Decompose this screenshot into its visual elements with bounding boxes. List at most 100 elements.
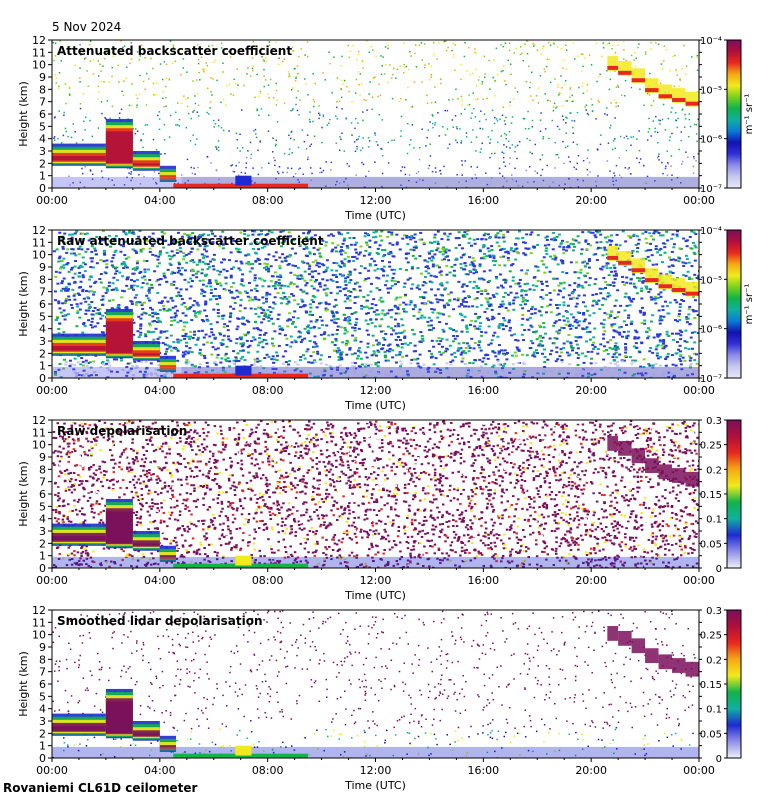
colorbar-tick-label: 10⁻⁵: [700, 85, 722, 96]
y-tick-label: 12: [32, 224, 46, 237]
y-tick-label: 8: [39, 653, 46, 666]
colorbar-tick-label: 0.15: [700, 490, 722, 501]
y-tick-label: 5: [39, 310, 46, 323]
y-axis-label: Height (km): [17, 271, 30, 337]
cloud-core-evening: [658, 94, 673, 99]
colorbar-tick-label: 0.05: [700, 539, 722, 550]
x-tick-label: 04:00: [144, 764, 176, 777]
low-cloud-blob: [235, 745, 252, 756]
cloud-layer-morning: [52, 726, 106, 731]
cloud-layer-evening: [607, 56, 619, 71]
y-tick-label: 2: [39, 157, 46, 170]
colorbar-tick-label: 0.25: [700, 441, 722, 452]
x-tick-label: 04:00: [144, 194, 176, 207]
heatmap-field: [52, 230, 699, 378]
y-tick-label: 9: [39, 641, 46, 654]
y-tick-label: 9: [39, 71, 46, 84]
cloud-layer-morning: [132, 353, 160, 356]
cloud-layer-evening: [672, 468, 686, 483]
y-tick-label: 4: [39, 703, 46, 716]
cloud-layer-evening: [618, 630, 632, 646]
boundary-layer: [52, 556, 699, 568]
x-tick-label: 00:00: [36, 574, 68, 587]
y-tick-label: 4: [39, 513, 46, 526]
chart-title: Raw attenuated backscatter coefficient: [57, 234, 324, 248]
colorbar-scale: [726, 609, 742, 759]
chart-title: Attenuated backscatter coefficient: [57, 44, 292, 58]
y-tick-label: 8: [39, 463, 46, 476]
boundary-layer: [52, 366, 699, 378]
cloud-layer-morning: [132, 543, 160, 546]
colorbar-tick-label: 0.1: [706, 705, 722, 716]
boundary-layer: [52, 176, 699, 188]
cloud-layer-morning: [159, 175, 177, 178]
x-tick-label: 00:00: [36, 384, 68, 397]
colorbar-tick-label: 0.25: [700, 631, 722, 642]
colorbar-tick-label: 0: [716, 754, 722, 765]
y-tick-label: 4: [39, 323, 46, 336]
y-tick-label: 6: [39, 108, 46, 121]
cloud-layer-evening: [631, 638, 646, 654]
x-tick-label: 04:00: [144, 384, 176, 397]
cloud-layer-morning: [105, 701, 133, 733]
cloud-layer-morning: [132, 733, 160, 736]
cloud-core-evening: [618, 260, 632, 265]
y-tick-label: 0: [39, 752, 46, 765]
colorbar-scale: [726, 229, 742, 379]
y-tick-label: 2: [39, 537, 46, 550]
date-label: 5 Nov 2024: [52, 20, 122, 34]
cloud-core-evening: [645, 88, 659, 93]
x-tick-label: 00:00: [36, 764, 68, 777]
colorbar-tick-label: 0.05: [700, 729, 722, 740]
y-tick-label: 1: [39, 550, 46, 563]
y-tick-label: 7: [39, 666, 46, 679]
x-tick-label: 00:00: [683, 764, 715, 777]
y-tick-label: 0: [39, 562, 46, 575]
cloud-layer-morning: [159, 555, 177, 558]
y-tick-label: 9: [39, 451, 46, 464]
x-tick-label: 00:00: [36, 194, 68, 207]
x-tick-label: 20:00: [575, 574, 607, 587]
colorbar-units: m⁻¹ sr⁻¹: [744, 284, 755, 325]
cloud-layer-morning: [159, 748, 177, 750]
x-tick-label: 12:00: [360, 384, 392, 397]
x-axis-label: Time (UTC): [344, 589, 406, 602]
x-axis-label: Time (UTC): [344, 779, 406, 792]
cloud-layer-evening: [645, 648, 659, 664]
y-tick-label: 5: [39, 690, 46, 703]
chart-title: Raw depolarisation: [57, 424, 187, 438]
y-tick-label: 2: [39, 727, 46, 740]
colorbar-tick-label: 0.3: [706, 606, 722, 617]
no-signal-region: [181, 176, 699, 188]
cloud-layer-morning: [52, 536, 106, 541]
x-tick-label: 20:00: [575, 384, 607, 397]
colorbar-scale: [726, 419, 742, 569]
y-tick-label: 12: [32, 604, 46, 617]
chart-panel-3: Raw depolarisation0123456789101112Height…: [17, 414, 742, 602]
colorbar-tick-label: 0.15: [700, 680, 722, 691]
cloud-layer-morning: [159, 365, 177, 368]
y-tick-label: 11: [32, 426, 46, 439]
cloud-core-evening: [658, 284, 673, 289]
x-tick-label: 16:00: [467, 384, 499, 397]
colorbar: 0 0.05 0.1 0.15 0.2 0.25 0.3: [700, 606, 742, 765]
chart-panel-4: Smoothed lidar depolarisation01234567891…: [17, 604, 742, 792]
chart-panel-1: Attenuated backscatter coefficient012345…: [17, 34, 755, 222]
site-label: Rovaniemi CL61D ceilometer: [3, 781, 198, 795]
y-axis-label: Height (km): [17, 461, 30, 527]
x-tick-label: 00:00: [683, 574, 715, 587]
y-tick-label: 12: [32, 34, 46, 47]
x-tick-label: 00:00: [683, 384, 715, 397]
x-tick-label: 08:00: [252, 574, 284, 587]
heatmap-field: [52, 610, 699, 758]
x-tick-label: 16:00: [467, 764, 499, 777]
low-cloud-blob: [235, 365, 252, 376]
cloud-layer-morning: [105, 131, 133, 163]
cloud-layer-morning: [52, 156, 106, 161]
cloud-layer-morning: [105, 511, 133, 543]
cloud-layer-evening: [607, 246, 619, 261]
x-tick-label: 12:00: [360, 194, 392, 207]
y-tick-label: 11: [32, 46, 46, 59]
colorbar: 0 0.05 0.1 0.15 0.2 0.25 0.3: [700, 416, 742, 575]
cloud-core-evening: [685, 291, 699, 296]
